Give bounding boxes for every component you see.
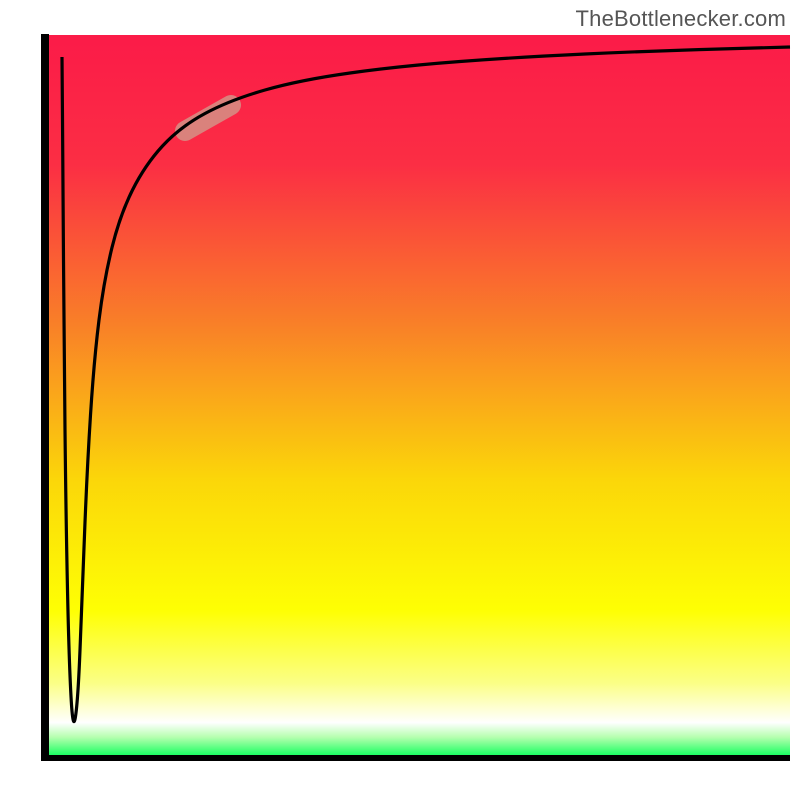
plot-background — [45, 35, 790, 755]
watermark-text: TheBottlenecker.com — [576, 6, 786, 32]
